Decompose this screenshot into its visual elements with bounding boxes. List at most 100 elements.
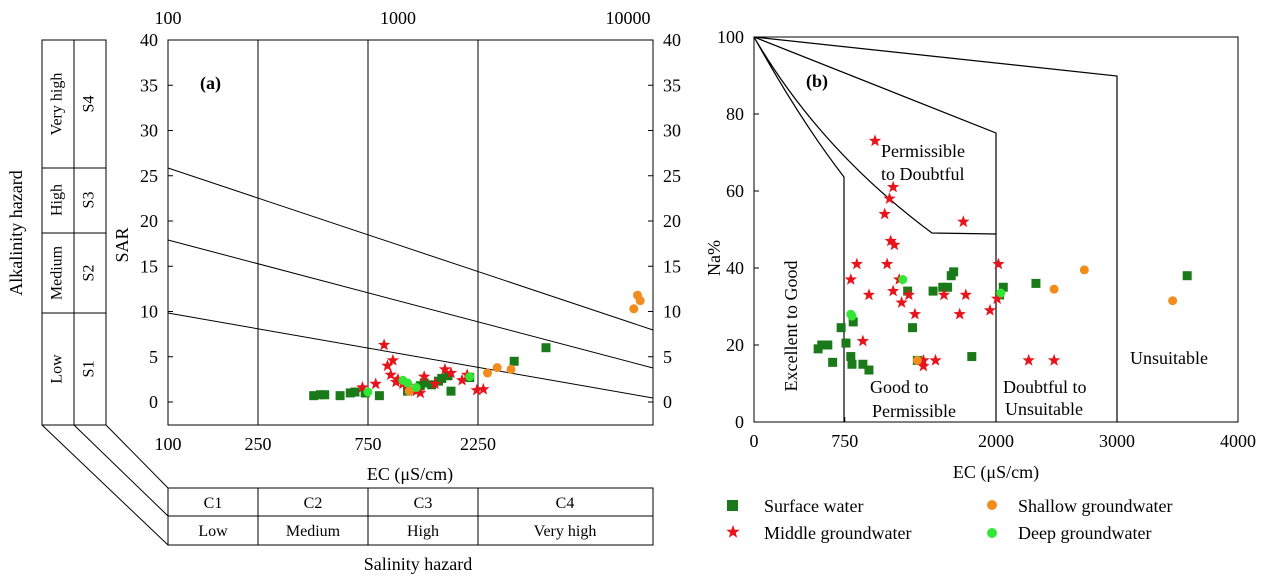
panel-a: Alkalinity hazard Very high S4 High S3 M… <box>6 8 681 574</box>
a-shallow-groundwater-point-2 <box>492 363 502 373</box>
panel-b-xlabel: EC (μS/cm) <box>953 462 1039 483</box>
b-surface-water-point-23 <box>1182 271 1192 281</box>
b-middle-groundwater-point-18 <box>929 353 942 366</box>
legend-label-middle: Middle groundwater <box>764 523 911 543</box>
c1-code: C1 <box>204 495 223 512</box>
a-middle-groundwater-point-10 <box>414 386 427 399</box>
zone-good-label-2: Permissible <box>872 401 956 421</box>
a-top-tick-1000: 1000 <box>380 8 416 28</box>
legend-star-shape <box>726 525 740 538</box>
b-surface-water-point-16 <box>943 282 953 292</box>
a-y-tick-label: 5 <box>149 347 158 367</box>
b-x-ticks: 0 750 2000 3000 4000 <box>750 417 1256 451</box>
s3-name: High <box>49 184 66 216</box>
b-middle-groundwater-point-5 <box>888 238 901 251</box>
b-middle-groundwater-point-27 <box>1047 353 1061 366</box>
s1-code: S1 <box>81 361 98 378</box>
sar-boundary-s1-s2 <box>167 312 654 399</box>
c2-code: C2 <box>304 495 323 512</box>
b-surface-water-point-19 <box>967 352 977 362</box>
a-middle-groundwater-point-16 <box>470 383 483 396</box>
a-right-tick-label: 30 <box>663 121 681 141</box>
b-surface-water-point-7 <box>847 359 857 369</box>
b-middle-groundwater-point-14 <box>902 288 916 301</box>
b-deep-groundwater-point-2 <box>898 275 908 285</box>
a-right-tick-label: 10 <box>663 302 681 322</box>
b-shallow-groundwater-point-3 <box>1168 296 1178 306</box>
c4-code: C4 <box>556 495 575 512</box>
b-surface-water-point-6 <box>846 352 856 362</box>
panel-a-label: (a) <box>200 73 221 94</box>
a-middle-groundwater-point-19 <box>356 381 369 393</box>
sar-boundary-s2-s3 <box>167 239 654 369</box>
zone-good-label-1: Good to <box>870 377 929 397</box>
b-surface-water-point-11 <box>903 286 913 296</box>
salinity-hazard-title: Salinity hazard <box>364 554 472 574</box>
b-middle-groundwater-point-20 <box>953 307 966 320</box>
a-deep-groundwater-point-4 <box>465 372 475 382</box>
zone-permissible-label-2: to Doubtful <box>881 164 965 184</box>
a-middle-groundwater-point-4 <box>384 368 397 381</box>
panel-b: (b) Na% EC (μS/cm) 0 20 40 60 80 100 0 750 2000… <box>704 27 1256 483</box>
b-surface-water-point-15 <box>938 282 948 292</box>
a-middle-groundwater-point-13 <box>438 362 452 375</box>
a-right-tick-label: 0 <box>663 392 672 412</box>
b-y-tick-label: 0 <box>735 412 744 432</box>
a-left-ticks: 0 5 10 15 20 25 30 35 40 <box>140 30 173 412</box>
a-deep-groundwater-point-2 <box>403 378 413 388</box>
b-deep-groundwater-point-1 <box>847 311 857 321</box>
s2-code: S2 <box>81 265 98 282</box>
b-middle-groundwater-point-8 <box>850 257 863 270</box>
a-shallow-groundwater-point-4 <box>629 304 639 314</box>
b-surface-water-point-1 <box>817 340 827 350</box>
zone-permissible-label-1: Permissible <box>881 141 965 161</box>
zone-doubtful-label-2: Unsuitable <box>1005 399 1083 419</box>
legend-marker-middle <box>726 525 740 538</box>
a-y-tick-label: 35 <box>140 75 158 95</box>
legend-label-deep: Deep groundwater <box>1018 523 1151 543</box>
b-surface-water-point-22 <box>1031 278 1041 288</box>
b-surface-water-point-12 <box>908 323 918 333</box>
a-surface-water-point-13 <box>437 373 447 383</box>
b-surface-water-point-3 <box>828 357 838 367</box>
b-shallow-groundwater-point-0 <box>912 355 922 365</box>
a-middle-groundwater-point-12 <box>428 377 442 390</box>
b-surface-water-point-8 <box>848 317 858 327</box>
s3-code: S3 <box>81 192 98 209</box>
legend-label-surface: Surface water <box>764 496 863 516</box>
a-right-tick-label: 25 <box>663 166 681 186</box>
s1-name: Low <box>49 354 66 384</box>
a-middle-groundwater-point-1 <box>377 338 391 351</box>
s4-name: Very high <box>49 73 66 136</box>
panel-b-ylabel: Na% <box>704 240 724 276</box>
a-y-tick-label: 30 <box>140 121 158 141</box>
plot-a-frame <box>167 39 654 426</box>
b-x-tick-label: 750 <box>831 431 858 451</box>
s4-code: S4 <box>81 96 98 113</box>
a-middle-groundwater-point-3 <box>386 353 400 366</box>
b-deep-groundwater-point-3 <box>996 288 1006 298</box>
c1-name: Low <box>198 523 228 540</box>
a-shallow-groundwater-point-0 <box>404 386 414 396</box>
a-right-tick-label: 5 <box>663 347 672 367</box>
a-deep-groundwater-point-0 <box>363 387 373 397</box>
a-surface-water-point-17 <box>509 356 519 366</box>
b-surface-water-point-4 <box>836 323 846 333</box>
a-y-tick-label: 25 <box>140 166 158 186</box>
a-middle-groundwater-point-14 <box>444 366 458 379</box>
zone-doubtful-label-1: Doubtful to <box>1003 377 1087 397</box>
s2-name: Medium <box>49 245 66 300</box>
legend-marker-surface <box>727 500 738 511</box>
b-middle-groundwater-point-7 <box>844 273 857 285</box>
a-middle-groundwater-point-17 <box>477 382 490 395</box>
b-middle-groundwater-point-25 <box>992 257 1005 270</box>
a-shallow-groundwater-point-1 <box>483 368 493 378</box>
a-bottom-tick-750: 750 <box>355 434 382 454</box>
b-points <box>813 134 1192 375</box>
alkalinity-hazard-title: Alkalinity hazard <box>6 170 26 295</box>
a-middle-groundwater-point-6 <box>391 372 405 385</box>
a-bottom-tick-2250: 2250 <box>460 434 496 454</box>
c4-name: Very high <box>534 523 597 540</box>
b-middle-groundwater-point-10 <box>856 334 870 347</box>
a-surface-water-point-7 <box>374 391 384 401</box>
